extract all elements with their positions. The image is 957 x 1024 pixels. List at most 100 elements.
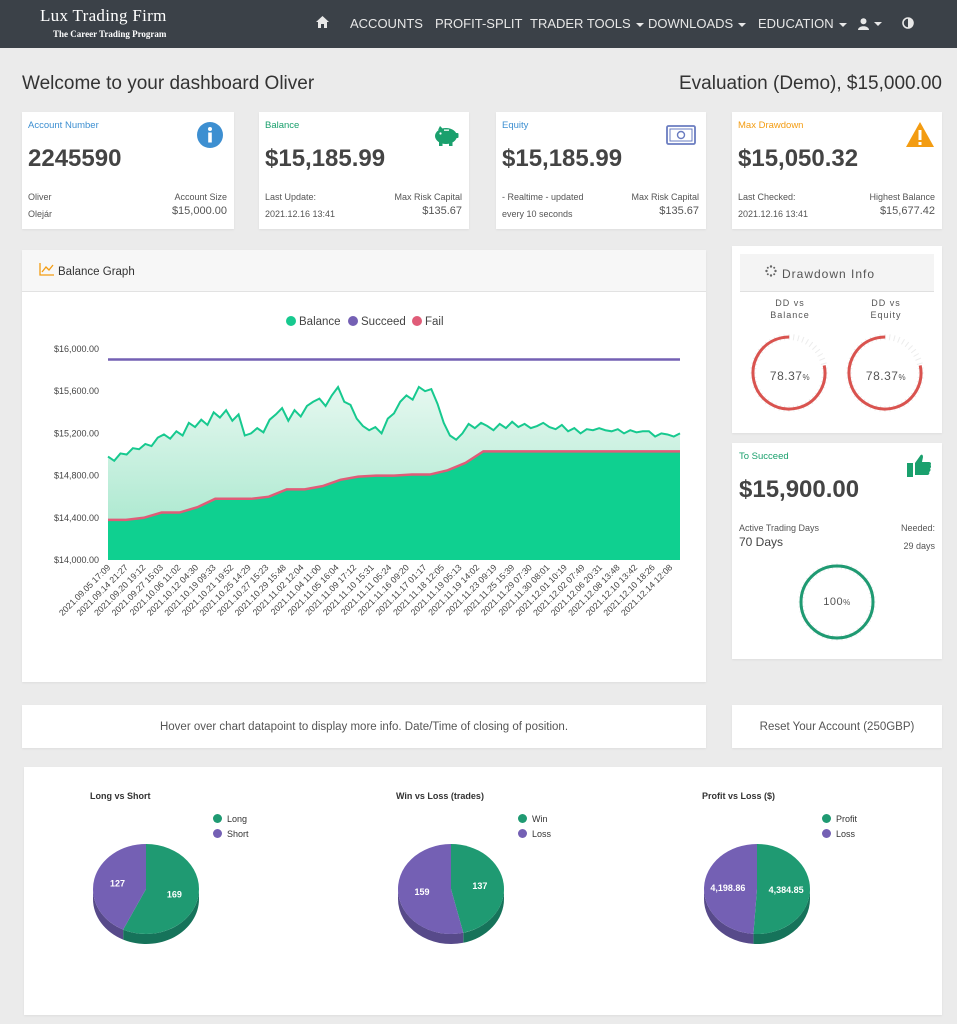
nav-trader-tools-label: TRADER TOOLS <box>530 16 631 31</box>
active-days-label: Active Trading Days <box>739 523 820 533</box>
gauge-unit: % <box>802 373 811 382</box>
gauge-tick <box>817 353 824 357</box>
reset-account-button[interactable]: Reset Your Account (250GBP) <box>732 705 942 748</box>
drawdown-gauges <box>750 334 924 412</box>
pie-legend-item[interactable]: Loss <box>822 829 855 839</box>
nav-accounts[interactable]: ACCOUNTS <box>350 16 423 31</box>
stat-left-value: 2021.12.16 13:41 <box>738 209 809 219</box>
pie-title: Win vs Loss (trades) <box>396 791 484 801</box>
stat-value: 2245590 <box>28 145 122 172</box>
stat-right-label: Max Risk Capital <box>394 192 462 202</box>
nav-education[interactable]: EDUCATION <box>758 16 847 31</box>
legend-dot <box>213 829 222 838</box>
pie-charts[interactable]: 169 127 137 159 4,384.85 4,198.86 <box>24 767 942 1015</box>
top-navbar: Lux Trading Firm The Career Trading Prog… <box>0 0 957 48</box>
gauge-tick <box>811 345 817 351</box>
chart-title: Balance Graph <box>58 266 135 278</box>
brand-logo[interactable]: Lux Trading Firm The Career Trading Prog… <box>40 6 167 39</box>
y-tick-label: $15,200.00 <box>54 428 99 438</box>
pie-legend-item[interactable]: Short <box>213 829 249 839</box>
pie-side <box>753 889 810 944</box>
stat-label: Account Number <box>28 120 99 131</box>
nav-profit-split[interactable]: PROFIT-SPLIT <box>435 16 523 31</box>
legend-succeed[interactable]: Succeed <box>348 316 406 328</box>
balance-card: Balance $15,185.99 Last Update: 2021.12.… <box>259 112 469 229</box>
stat-right-label: Highest Balance <box>869 192 935 202</box>
gauge-number: 78.37 <box>865 369 899 383</box>
legend-label: Long <box>227 814 248 824</box>
balance-chart[interactable]: $16,000.00 $15,600.00 $15,200.00 $14,800.00… <box>22 250 706 682</box>
legend-dot <box>286 316 296 326</box>
gauge-unit: % <box>898 373 907 382</box>
thumbs-up-icon <box>907 454 932 477</box>
stat-left-label: - Realtime - updated <box>502 192 584 202</box>
chevron-down-icon <box>838 22 847 27</box>
balance-line <box>107 384 681 463</box>
needed-label: Needed: <box>900 523 935 533</box>
y-tick-label: $16,000.00 <box>54 344 99 354</box>
chevron-down-icon <box>874 21 882 26</box>
legend-dot <box>348 316 358 326</box>
y-tick-label: $15,600.00 <box>54 386 99 396</box>
legend-dot <box>822 829 831 838</box>
pie-data-label: 137 <box>472 881 487 891</box>
dd-equity-arc <box>847 335 923 411</box>
stat-right-value: $15,000.00 <box>171 205 227 217</box>
stat-right-label: Max Risk Capital <box>631 192 699 202</box>
user-menu[interactable] <box>858 15 882 30</box>
theme-toggle-icon[interactable] <box>902 17 914 29</box>
welcome-heading: Welcome to your dashboard Oliver <box>22 73 315 94</box>
fail-line <box>108 450 680 522</box>
pie-slice <box>704 844 757 934</box>
pie-legend-item[interactable]: Win <box>518 814 548 824</box>
gauge-caption-line: DD vs <box>871 298 901 308</box>
legend-label: Balance <box>299 316 341 328</box>
gauge-tick <box>819 357 826 361</box>
pie-title: Profit vs Loss ($) <box>702 791 776 801</box>
pie-data-label: 4,384.85 <box>769 885 804 895</box>
gauge-tick <box>797 335 800 342</box>
gauge-tick <box>888 334 891 341</box>
legend-balance[interactable]: Balance <box>286 316 341 328</box>
gauge-tick <box>915 357 922 361</box>
account-holder-first: Oliver <box>28 192 52 202</box>
gauge-tick <box>893 335 896 342</box>
chevron-down-icon <box>635 22 644 27</box>
legend-label: Loss <box>532 829 552 839</box>
pie-side <box>463 889 504 943</box>
stat-label: Max Drawdown <box>738 120 804 131</box>
home-icon[interactable] <box>315 15 330 29</box>
pie-legend-item[interactable]: Long <box>213 814 247 824</box>
legend-label: Win <box>532 814 548 824</box>
brand-subtitle: The Career Trading Program <box>53 29 167 39</box>
max-drawdown-card: Max Drawdown $15,050.32 Last Checked: 20… <box>732 112 942 229</box>
pie-legend-item[interactable]: Profit <box>822 814 857 824</box>
stat-value: $15,185.99 <box>502 145 623 172</box>
stat-right-label: Account Size <box>174 192 227 202</box>
gauge-caption-line: Equity <box>870 310 902 320</box>
stat-value: $15,050.32 <box>738 145 859 172</box>
pie-data-label: 159 <box>415 887 430 897</box>
warning-icon <box>906 122 934 147</box>
pie-slice <box>753 844 810 934</box>
balance-graph-panel: Balance Graph Balance Succeed Fail $16,0… <box>22 250 706 682</box>
brand-title: Lux Trading Firm <box>40 6 167 25</box>
drawdown-info-panel: Drawdown Info DD vs Balance DD vs Equity 7… <box>732 246 942 433</box>
gauge-tick <box>820 362 827 365</box>
nav-downloads[interactable]: DOWNLOADS <box>648 16 747 31</box>
legend-label: Profit <box>836 814 858 824</box>
line-chart-icon <box>39 263 54 276</box>
stat-left-value: 2021.12.16 13:41 <box>265 209 336 219</box>
stat-right-value: $135.67 <box>659 205 699 217</box>
legend-label: Short <box>227 829 249 839</box>
gauge-tick <box>901 338 905 345</box>
gauge-tick <box>792 334 795 341</box>
nav-trader-tools[interactable]: TRADER TOOLS <box>530 16 644 31</box>
gauge-caption: DD vs Balance <box>760 297 820 321</box>
pie-slice <box>451 844 505 933</box>
account-number-card: Account Number 2245590 Oliver Olejár Acc… <box>22 112 234 229</box>
pie-legend-item[interactable]: Loss <box>518 829 551 839</box>
nav-downloads-label: DOWNLOADS <box>648 16 734 31</box>
gauge-value: 78.37% <box>856 369 916 383</box>
legend-fail[interactable]: Fail <box>412 316 444 328</box>
